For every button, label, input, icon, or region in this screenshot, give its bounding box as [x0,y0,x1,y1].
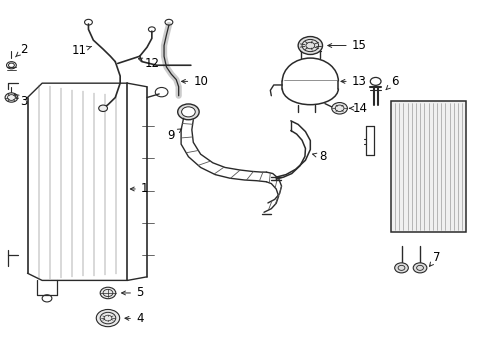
Circle shape [96,310,120,327]
Circle shape [298,37,322,54]
Circle shape [181,107,195,117]
Text: 1: 1 [130,183,148,195]
Text: 4: 4 [125,312,143,325]
Text: 10: 10 [181,75,207,88]
Text: 5: 5 [122,287,143,300]
Text: 12: 12 [138,57,159,70]
Bar [390,101,466,232]
Circle shape [5,93,18,102]
Circle shape [331,103,346,114]
Text: 15: 15 [327,39,366,52]
Text: 8: 8 [312,150,325,163]
Text: 2: 2 [16,42,28,57]
Circle shape [99,105,107,112]
Circle shape [412,263,426,273]
Text: 7: 7 [428,251,440,266]
Text: 3: 3 [15,95,28,108]
Circle shape [100,287,116,299]
Text: 11: 11 [71,44,91,57]
Text: 13: 13 [340,75,366,88]
Circle shape [394,263,407,273]
Text: 6: 6 [385,75,398,90]
Text: 9: 9 [167,129,182,142]
Text: 14: 14 [349,102,367,115]
Circle shape [177,104,199,120]
